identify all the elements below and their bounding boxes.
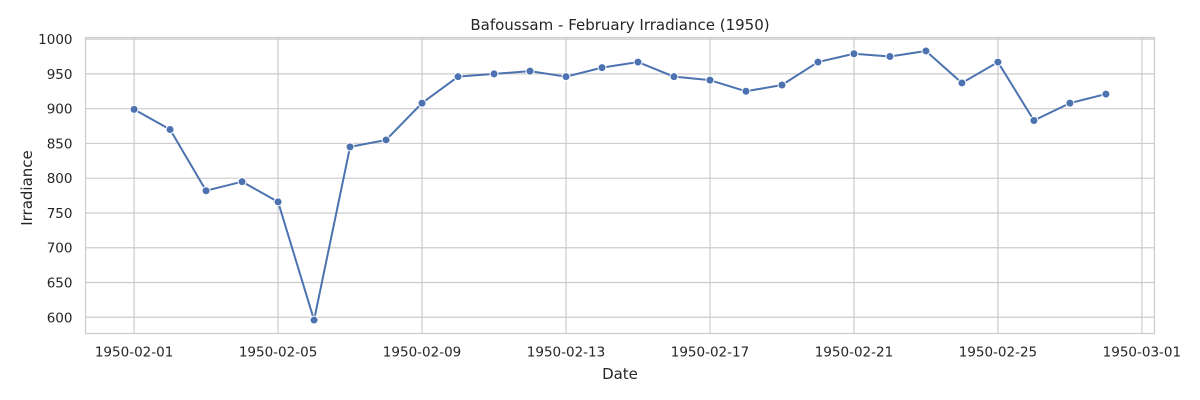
y-tick-label: 650 [47, 275, 73, 291]
data-point [669, 72, 679, 82]
data-point [525, 66, 535, 76]
y-tick-label: 750 [47, 206, 73, 222]
data-point [1029, 115, 1039, 125]
series-line [133, 49, 1107, 322]
data-point [201, 186, 211, 196]
x-tick-label: 1950-02-01 [95, 345, 173, 361]
x-tick-label: 1950-03-01 [1103, 345, 1181, 361]
data-point [777, 80, 787, 90]
y-tick-label: 1000 [38, 32, 72, 48]
x-tick-label: 1950-02-21 [815, 345, 893, 361]
x-tick-label: 1950-02-17 [671, 345, 749, 361]
plot-frame [84, 36, 1156, 335]
data-point [345, 142, 355, 152]
data-point [849, 49, 859, 59]
y-tick-label: 700 [47, 241, 73, 257]
x-tick-labels: 1950-02-01 1950-02-05 1950-02-09 1950-02-13… [95, 345, 1181, 361]
data-point [237, 177, 247, 187]
x-tick-label: 1950-02-13 [527, 345, 605, 361]
y-tick-label: 850 [47, 136, 73, 152]
data-point [957, 78, 967, 88]
x-tick-label: 1950-02-09 [383, 345, 461, 361]
data-point [1101, 89, 1111, 99]
data-point [129, 104, 139, 114]
data-point [705, 75, 715, 85]
data-point [309, 315, 319, 325]
data-point [561, 72, 571, 82]
data-point [741, 86, 751, 96]
grid-lines [85, 37, 1155, 334]
data-point [273, 197, 283, 207]
data-point [381, 135, 391, 145]
x-tick-label: 1950-02-25 [959, 345, 1037, 361]
data-point [489, 69, 499, 79]
y-tick-label: 900 [47, 102, 73, 118]
data-point [921, 46, 931, 56]
y-tick-label: 800 [47, 171, 73, 187]
y-axis-title: Irradiance [18, 150, 36, 226]
data-point [597, 63, 607, 73]
data-point [993, 57, 1003, 67]
data-point [1065, 98, 1075, 108]
series-group [129, 46, 1111, 325]
data-point [633, 57, 643, 67]
data-point [813, 57, 823, 67]
data-point [417, 98, 427, 108]
x-tick-label: 1950-02-05 [239, 345, 317, 361]
data-point [453, 72, 463, 82]
y-tick-label: 950 [47, 67, 73, 83]
y-tick-labels: 600 650 700 750 800 850 900 950 1000 [38, 32, 72, 326]
data-point [885, 52, 895, 62]
x-axis-title: Date [602, 365, 638, 383]
data-point [165, 125, 175, 135]
y-tick-label: 600 [47, 310, 73, 326]
chart-title: Bafoussam - February Irradiance (1950) [470, 16, 769, 34]
